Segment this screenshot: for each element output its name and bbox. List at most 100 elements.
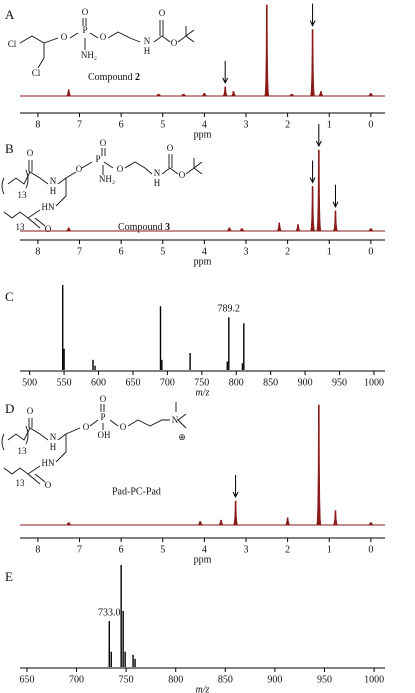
x-tick-label: 1000 [364, 377, 384, 388]
panel-letter: C [5, 289, 14, 304]
peak [65, 522, 72, 526]
peak [155, 93, 162, 97]
arrow [309, 160, 316, 184]
atom: N [50, 432, 57, 442]
x-tick-label: 8 [35, 246, 40, 257]
atom: O [159, 8, 166, 18]
compound-text: Compound [118, 222, 162, 233]
atom: 13 [16, 222, 26, 232]
arrow [332, 184, 339, 208]
atom: P [95, 154, 100, 164]
x-tick-label: 500 [22, 377, 37, 388]
peak [218, 519, 224, 526]
peak [222, 86, 229, 97]
peak [316, 404, 322, 526]
peak [332, 510, 339, 526]
x-tick-label: 2 [285, 119, 290, 130]
peak-label: 733.0 [98, 607, 121, 618]
x-tick-label: 950 [317, 674, 332, 685]
compound-number: 2 [135, 72, 140, 83]
x-tick-label: 650 [125, 377, 140, 388]
x-tick-label: 6 [119, 246, 124, 257]
peak [309, 186, 316, 232]
x-axis-label: m/z [196, 684, 210, 693]
arrow [315, 124, 322, 148]
x-tick-label: 6 [119, 119, 124, 130]
atom: Cl [8, 39, 17, 49]
peak [309, 29, 316, 97]
atom: O [100, 32, 107, 42]
compound-label: Pad-PC-Pad [112, 486, 161, 497]
panel-letter: B [5, 141, 14, 156]
x-tick-label: 6 [119, 544, 124, 555]
peak [288, 93, 295, 97]
atom: ⊕ [178, 432, 186, 442]
panel-letter: E [5, 569, 13, 584]
x-tick-label: 5 [160, 119, 165, 130]
x-tick-label: 5 [160, 246, 165, 257]
x-tick-label: 900 [298, 377, 313, 388]
peak [201, 92, 208, 97]
x-tick-label: 8 [35, 119, 40, 130]
atom: NH₂ [99, 174, 115, 184]
peak [368, 92, 374, 97]
peak [65, 89, 72, 97]
structure-d: O 13 N H O P O OH O N ⊕ HN O 13 Pad-PC-P… [1, 394, 187, 497]
x-tick-label: 800 [168, 674, 183, 685]
atom: N [172, 415, 179, 425]
atom: O [61, 32, 68, 42]
atom: O [27, 148, 34, 158]
x-tick-label: 750 [194, 377, 209, 388]
x-tick-label: 4 [202, 544, 207, 555]
atom: H [50, 186, 57, 196]
peak [368, 522, 374, 526]
x-axis-label: ppm [194, 129, 212, 140]
x-tick-label: 3 [243, 544, 248, 555]
atom: P [100, 412, 105, 422]
atom: NH₂ [81, 50, 97, 60]
atom: O [171, 38, 178, 48]
atom: O [45, 480, 52, 490]
x-tick-label: 8 [35, 544, 40, 555]
peak [239, 228, 245, 232]
panel-letter: A [5, 7, 15, 22]
atom: O [82, 7, 89, 17]
x-tick-label: 850 [263, 377, 278, 388]
atom: HN [42, 202, 55, 212]
peak [284, 517, 291, 526]
x-tick-label: 7 [77, 544, 82, 555]
x-tick-label: 4 [202, 246, 207, 257]
x-tick-label: 3 [243, 246, 248, 257]
atom: 13 [18, 190, 28, 200]
x-tick-label: 550 [57, 377, 72, 388]
x-axis-label: m/z [196, 387, 210, 398]
atom: O [117, 164, 124, 174]
x-tick-label: 1000 [364, 674, 384, 685]
atom: OH [98, 430, 111, 440]
atom: O [27, 406, 34, 416]
atom: O [100, 394, 107, 404]
x-tick-label: 800 [229, 377, 244, 388]
x-axis-label: ppm [194, 554, 212, 565]
atom: O [179, 170, 186, 180]
peak [263, 4, 270, 97]
x-tick-label: 950 [332, 377, 347, 388]
bonds [19, 18, 195, 69]
atom: O [167, 143, 174, 153]
peak [316, 149, 322, 232]
x-tick-label: 0 [368, 544, 373, 555]
atom: H [154, 178, 161, 188]
x-tick-label: 4 [202, 119, 207, 130]
peak [276, 222, 283, 232]
x-tick-label: 600 [91, 377, 106, 388]
atom: H [144, 46, 151, 56]
x-tick-label: 750 [119, 674, 134, 685]
structure-a: Cl O P O O NH₂ N H O O Cl Compound 2 [8, 7, 195, 83]
peak-label: 789.2 [218, 304, 241, 315]
peak [180, 93, 187, 97]
x-tick-label: 7 [77, 246, 82, 257]
x-tick-label: 1 [327, 246, 332, 257]
x-tick-label: 7 [77, 119, 82, 130]
atom: 13 [16, 478, 26, 488]
